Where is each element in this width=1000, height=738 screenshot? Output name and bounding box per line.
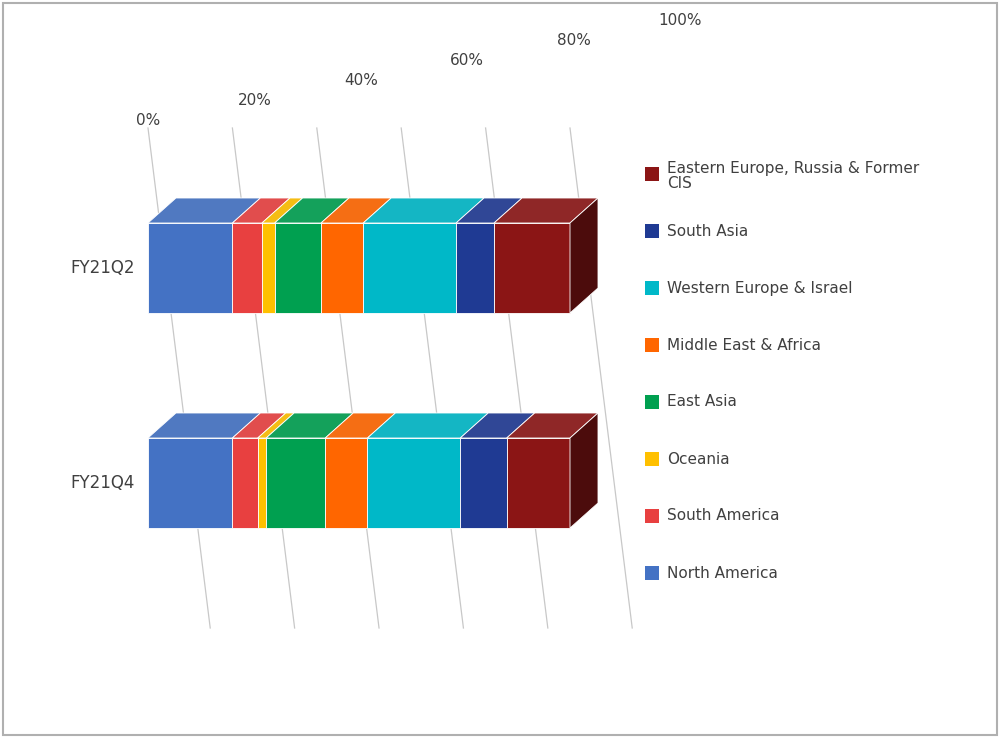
Text: 0%: 0% [136,113,160,128]
Bar [645,566,659,580]
Text: FY21Q4: FY21Q4 [71,474,135,492]
Bar [645,338,659,352]
Polygon shape [456,198,522,223]
Bar [645,395,659,409]
Polygon shape [325,438,367,528]
Polygon shape [363,198,484,223]
Polygon shape [232,198,290,223]
Text: 40%: 40% [344,73,378,88]
Polygon shape [507,438,570,528]
Polygon shape [258,413,294,438]
Polygon shape [460,413,535,438]
Polygon shape [460,438,507,528]
Text: 100%: 100% [658,13,702,28]
Bar [645,224,659,238]
Text: Eastern Europe, Russia & Former: Eastern Europe, Russia & Former [667,162,919,176]
Polygon shape [262,223,275,313]
Polygon shape [266,413,353,438]
Polygon shape [148,223,232,313]
Polygon shape [232,223,262,313]
Polygon shape [232,438,258,528]
Polygon shape [367,413,488,438]
Text: East Asia: East Asia [667,395,737,410]
Polygon shape [266,438,325,528]
Polygon shape [232,413,286,438]
Polygon shape [148,198,260,223]
Bar [645,281,659,295]
Polygon shape [275,198,349,223]
Polygon shape [363,223,456,313]
Text: 80%: 80% [557,33,591,48]
Bar [645,167,659,181]
Text: 60%: 60% [450,53,484,68]
Polygon shape [570,413,598,528]
Polygon shape [275,223,321,313]
Polygon shape [456,223,494,313]
Polygon shape [321,223,363,313]
Text: South America: South America [667,508,780,523]
Text: Oceania: Oceania [667,452,730,466]
Polygon shape [494,223,570,313]
Text: FY21Q2: FY21Q2 [70,259,135,277]
Text: North America: North America [667,565,778,581]
Bar [645,509,659,523]
Polygon shape [367,438,460,528]
Polygon shape [325,413,395,438]
Polygon shape [148,438,232,528]
Text: South Asia: South Asia [667,224,748,238]
Bar [645,452,659,466]
Polygon shape [570,198,598,313]
Text: Middle East & Africa: Middle East & Africa [667,337,821,353]
Polygon shape [507,413,598,438]
Polygon shape [494,198,598,223]
Polygon shape [321,198,391,223]
Polygon shape [148,413,260,438]
Text: CIS: CIS [667,176,692,191]
Text: Western Europe & Israel: Western Europe & Israel [667,280,852,295]
Text: 20%: 20% [237,93,271,108]
Polygon shape [258,438,266,528]
Polygon shape [262,198,303,223]
